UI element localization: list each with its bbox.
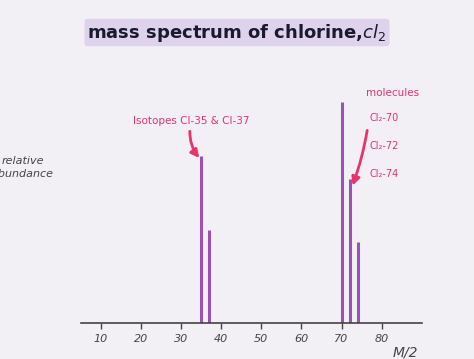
Text: Cl₂-70: Cl₂-70	[370, 113, 399, 123]
Text: M/2: M/2	[393, 346, 419, 359]
Text: molecules: molecules	[365, 88, 419, 98]
Text: relative
abundance: relative abundance	[0, 156, 54, 179]
Text: mass spectrum of chlorine,$\mathit{cl_2}$: mass spectrum of chlorine,$\mathit{cl_2}…	[87, 22, 387, 43]
Text: Cl₂-74: Cl₂-74	[370, 169, 399, 179]
Text: Cl₂-72: Cl₂-72	[370, 141, 399, 151]
Text: Isotopes Cl-35 & Cl-37: Isotopes Cl-35 & Cl-37	[133, 116, 249, 155]
